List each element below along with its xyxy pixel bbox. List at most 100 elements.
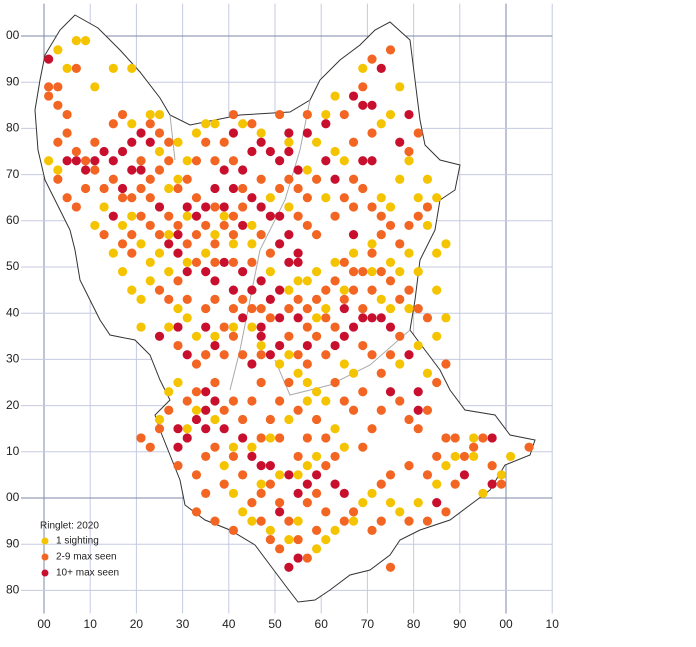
sighting-dot [302, 461, 312, 471]
sighting-dot [302, 128, 312, 138]
sighting-dot [164, 267, 174, 277]
sighting-dot [348, 267, 359, 277]
sighting-dot [53, 82, 63, 92]
sighting-dot [238, 165, 248, 175]
sighting-dot [191, 193, 202, 203]
sighting-dot [182, 211, 192, 221]
sighting-dot [275, 183, 285, 194]
sighting-dot [358, 156, 368, 166]
sighting-dot [302, 165, 312, 175]
sighting-dot [367, 350, 377, 360]
sighting-dot [321, 433, 331, 443]
sighting-dot [330, 211, 340, 221]
sighting-dot [404, 285, 414, 295]
sighting-dot [145, 137, 155, 147]
sighting-dot [293, 488, 303, 498]
sighting-dot [330, 377, 340, 388]
sighting-dot [339, 359, 349, 369]
sighting-dot [293, 211, 303, 221]
sighting-dot [108, 63, 118, 73]
sighting-dot [330, 174, 340, 184]
sighting-dot [256, 488, 266, 498]
sighting-dot [256, 350, 266, 360]
sighting-dot [367, 313, 377, 323]
dots [44, 36, 534, 572]
x-tick-label: 10 [84, 617, 98, 631]
sighting-dot [136, 183, 146, 194]
sighting-dot [145, 442, 155, 452]
sighting-dot [385, 109, 396, 120]
sighting-dot [367, 488, 377, 498]
sighting-dot [219, 202, 229, 212]
sighting-dot [358, 442, 368, 452]
sighting-dot [210, 239, 220, 249]
sighting-dot [321, 193, 331, 203]
sighting-dot [339, 193, 349, 203]
sighting-dot [302, 109, 312, 120]
sighting-dot [367, 239, 377, 249]
sighting-dot [395, 294, 405, 304]
sighting-dot [376, 119, 386, 129]
sighting-dot [311, 488, 322, 498]
sighting-dot [238, 220, 248, 231]
sighting-dot [210, 257, 220, 267]
sighting-dot [487, 433, 497, 443]
sighting-dot [432, 248, 442, 258]
sighting-dot [219, 137, 229, 147]
sighting-dot [210, 119, 220, 129]
sighting-dot [358, 63, 368, 73]
sighting-dot [256, 202, 266, 212]
sighting-dot [117, 220, 128, 231]
sighting-dot [284, 257, 294, 267]
sighting-dot [293, 451, 303, 462]
sighting-dot [191, 405, 202, 415]
sighting-dot [348, 202, 359, 212]
sighting-dot [432, 193, 442, 203]
sighting-dot [256, 128, 266, 138]
sighting-dot [413, 303, 423, 314]
sighting-dot [256, 303, 266, 314]
sighting-dot [395, 137, 405, 147]
sighting-dot [238, 433, 248, 443]
sighting-dot [127, 137, 137, 147]
sighting-dot [127, 248, 137, 258]
sighting-dot [302, 433, 312, 443]
sighting-dot [145, 109, 155, 120]
sighting-dot [256, 331, 266, 341]
sighting-dot [108, 119, 118, 129]
sighting-dot [127, 119, 137, 129]
sighting-dot [441, 433, 451, 443]
sighting-dot [127, 165, 137, 175]
sighting-dot [238, 470, 248, 480]
sighting-dot [173, 220, 183, 231]
sighting-dot [358, 313, 368, 323]
sighting-dot [238, 507, 248, 517]
sighting-dot [293, 534, 303, 545]
sighting-dot [385, 276, 396, 286]
sighting-dot [293, 294, 303, 304]
sighting-dot [182, 174, 192, 184]
sighting-dot [256, 276, 266, 286]
sighting-dot [228, 230, 239, 240]
sighting-dot [53, 165, 63, 175]
sighting-dot [173, 340, 183, 351]
sighting-dot [330, 257, 340, 267]
sighting-dot [219, 405, 229, 415]
sighting-dot [441, 461, 451, 471]
sighting-dot [173, 377, 183, 388]
sighting-dot [432, 451, 442, 462]
sighting-dot [413, 128, 423, 138]
sighting-dot [117, 193, 128, 203]
sighting-dot [90, 82, 100, 92]
sighting-dot [247, 193, 257, 203]
sighting-dot [358, 82, 368, 92]
sighting-dot [145, 174, 155, 184]
sighting-dot [154, 331, 165, 341]
y-tick-label: 50 [6, 259, 20, 273]
x-tick-label: 90 [453, 617, 467, 631]
sighting-dot [247, 516, 257, 526]
sighting-dot [275, 340, 285, 351]
sighting-dot [376, 193, 386, 203]
legend-label: 1 sighting [56, 536, 99, 547]
